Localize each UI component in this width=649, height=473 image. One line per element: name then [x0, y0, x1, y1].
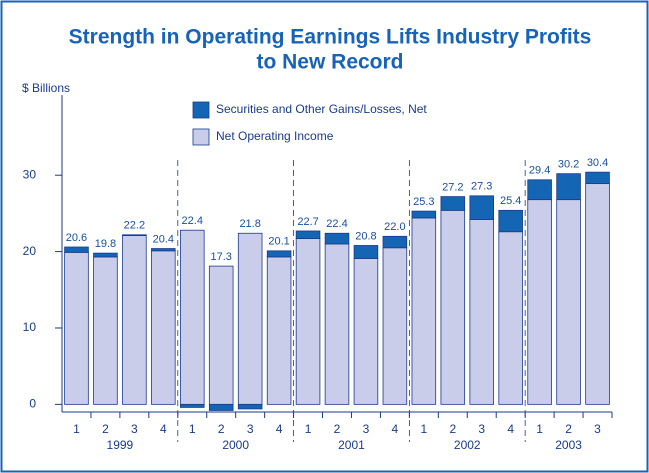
x-tick-label: 3: [594, 422, 601, 436]
bar-segment: [382, 247, 408, 405]
bar-segment: [469, 195, 495, 220]
total-label: 30.2: [558, 159, 579, 171]
bar-segment: [440, 209, 466, 405]
total-label: 20.1: [268, 236, 289, 248]
bar-segment: [64, 246, 89, 253]
total-label: 27.3: [471, 181, 492, 193]
y-tick-label: 30: [23, 167, 37, 181]
x-tick-label: 1: [73, 422, 80, 436]
group-label: 2003: [555, 438, 582, 452]
bar-segment: [585, 183, 610, 405]
total-label: 17.3: [210, 251, 231, 263]
bar-segment: [556, 199, 581, 405]
total-label: 19.8: [95, 238, 116, 250]
bar-segment: [266, 250, 292, 258]
bar-segment: [179, 403, 205, 408]
legend-swatch: [192, 101, 210, 119]
x-tick-label: 4: [276, 422, 283, 436]
bar-segment: [527, 199, 552, 405]
total-label: 30.4: [587, 157, 608, 169]
x-tick-label: 4: [507, 422, 514, 436]
total-label: 20.8: [355, 230, 376, 242]
x-tick-label: 4: [160, 422, 167, 436]
bar-segment: [353, 245, 379, 259]
total-label: 22.2: [124, 220, 145, 232]
bar-segment: [498, 209, 523, 233]
bar-segment: [208, 403, 234, 411]
legend-label: Securities and Other Gains/Losses, Net: [216, 102, 427, 116]
bar-segment: [122, 234, 147, 236]
bar-segment: [324, 232, 350, 245]
legend-swatch: [192, 128, 210, 146]
bar-segment: [411, 217, 437, 405]
total-label: 27.2: [442, 181, 463, 193]
bar-segment: [585, 171, 610, 185]
x-tick-label: 2: [334, 422, 341, 436]
total-label: 20.4: [153, 233, 174, 245]
total-label: 25.4: [500, 195, 521, 207]
total-label: 21.8: [239, 218, 260, 230]
x-tick-label: 2: [449, 422, 456, 436]
bar-segment: [208, 265, 234, 405]
x-tick-label: 2: [102, 422, 109, 436]
bar-segment: [266, 256, 292, 405]
x-tick-label: 3: [363, 422, 370, 436]
x-tick-label: 1: [420, 422, 427, 436]
total-label: 25.3: [413, 196, 434, 208]
chart-title: to New Record: [256, 51, 403, 74]
y-tick-label: 0: [29, 397, 36, 411]
group-label: 2000: [222, 438, 249, 452]
x-tick-label: 3: [247, 422, 254, 436]
group-label: 2002: [454, 438, 481, 452]
total-label: 22.0: [384, 221, 405, 233]
total-label: 20.6: [66, 232, 87, 244]
total-label: 22.4: [182, 215, 203, 227]
x-tick-label: 1: [536, 422, 543, 436]
bar-segment: [179, 229, 205, 405]
x-tick-label: 2: [565, 422, 572, 436]
y-axis-label: $ Billions: [22, 81, 70, 95]
bar-segment: [151, 248, 176, 252]
bar-segment: [237, 403, 263, 410]
x-tick-label: 3: [478, 422, 485, 436]
bar-segment: [237, 232, 263, 405]
bar-segment: [411, 210, 437, 219]
legend-label: Net Operating Income: [216, 129, 334, 143]
bar-segment: [382, 235, 408, 249]
bar-segment: [324, 243, 350, 405]
chart-title: Strength in Operating Earnings Lifts Ind…: [69, 26, 592, 49]
bar-segment: [295, 238, 321, 405]
bar-segment: [556, 173, 581, 201]
bar-segment: [93, 252, 118, 258]
bar-segment: [64, 251, 89, 405]
y-tick-label: 20: [23, 244, 37, 258]
bar-segment: [353, 258, 379, 405]
group-label: 2001: [338, 438, 365, 452]
bar-segment: [440, 196, 466, 211]
bar-segment: [93, 256, 118, 405]
bar-segment: [122, 235, 147, 405]
group-label: 1999: [107, 438, 134, 452]
x-tick-label: 1: [305, 422, 312, 436]
x-tick-label: 2: [218, 422, 225, 436]
bar-segment: [151, 250, 176, 405]
bar-segment: [469, 219, 495, 405]
x-tick-label: 4: [392, 422, 399, 436]
total-label: 22.7: [297, 216, 318, 228]
bar-segment: [527, 179, 552, 201]
total-label: 29.4: [529, 165, 550, 177]
y-tick-label: 10: [23, 320, 37, 334]
bar-segment: [498, 231, 523, 405]
x-tick-label: 1: [189, 422, 196, 436]
x-tick-label: 3: [131, 422, 138, 436]
total-label: 22.4: [326, 218, 347, 230]
bar-segment: [295, 230, 321, 240]
